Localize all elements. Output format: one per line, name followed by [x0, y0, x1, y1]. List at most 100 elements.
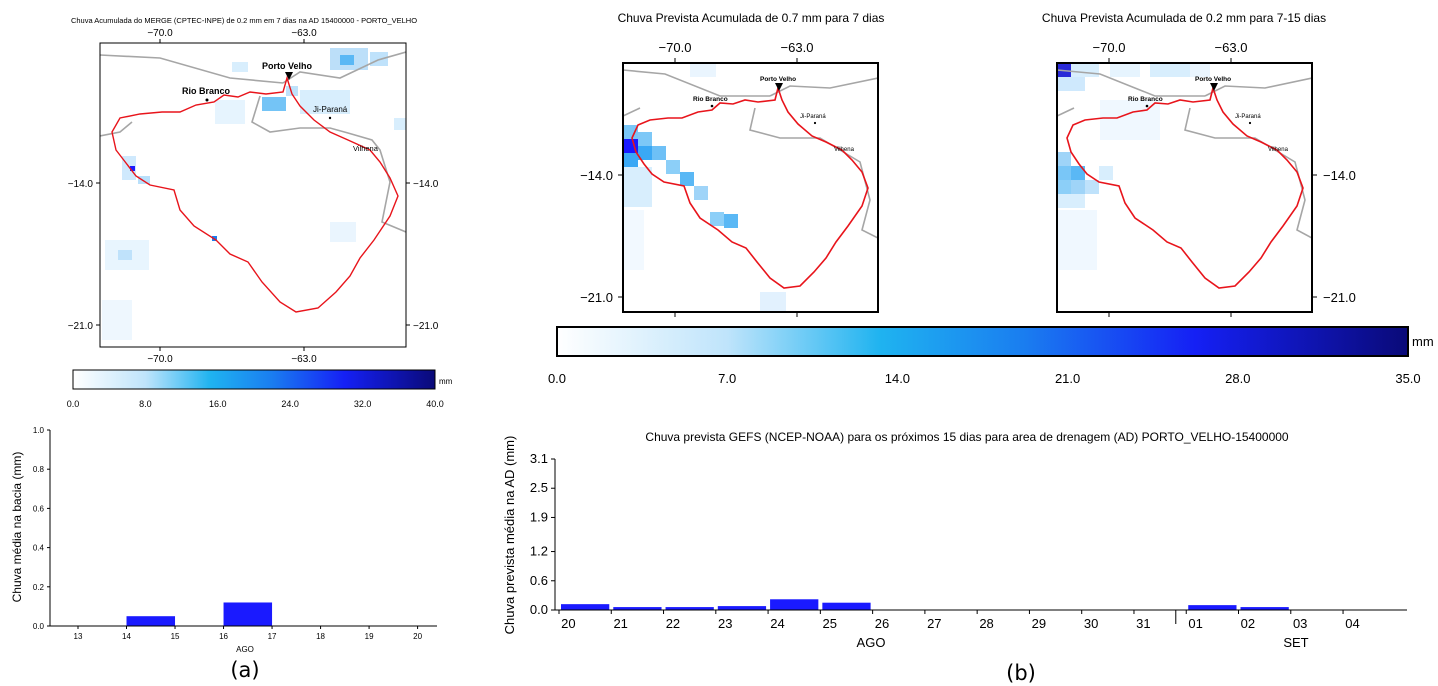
- map-a-xtick-bot-0: −70.0: [147, 354, 173, 365]
- bar-b-25: [822, 602, 871, 610]
- map-a-xtick-bot-1: −63.0: [291, 354, 317, 365]
- map-b1-xtick-0: −70.0: [659, 40, 692, 55]
- city-rio-branco: Rio Branco: [1128, 96, 1163, 103]
- bar-chart-a-ytick-0: 0.0: [33, 622, 45, 631]
- city-porto-velho: Porto Velho: [760, 76, 796, 83]
- bar-chart-b-xtick-7: 27: [927, 616, 941, 631]
- map-b2: Chuva Prevista Acumulada de 0.2 mm para …: [1042, 11, 1356, 317]
- bar-chart-b-ytick-5: 3.1: [530, 451, 548, 466]
- bar-chart-a-xtick-3: 16: [219, 632, 228, 641]
- bar-chart-b-xtick-11: 31: [1136, 616, 1150, 631]
- city-vilhena: Vilhena: [834, 147, 855, 153]
- bar-chart-a-xtick-0: 13: [74, 632, 83, 641]
- colorbar-a-ticks: 0.0 8.0 16.0 24.0 32.0 40.0: [67, 399, 444, 409]
- colorbar-b-tick-0: 0.0: [548, 371, 566, 386]
- borders-a: [100, 51, 406, 233]
- map-a-xtick-top-1: −63.0: [291, 28, 317, 39]
- map-b1-ytick-0: −14.0: [580, 168, 613, 183]
- map-a-ytick-right-0: −14.0: [413, 179, 439, 190]
- bar-chart-b-month-set: SET: [1283, 635, 1308, 650]
- map-a-ytick-left-0: −14.0: [68, 179, 94, 190]
- bar-chart-a-xtick-6: 19: [365, 632, 374, 641]
- panel-label-b: (b): [1006, 661, 1036, 685]
- colorbar-a-unit: mm: [439, 377, 453, 386]
- bar-chart-a-xtick-4: 17: [268, 632, 277, 641]
- bar-chart-a-ylabel: Chuva média na bacia (mm): [10, 452, 24, 603]
- porto-velho-marker-icon: [775, 83, 783, 91]
- basin-outline-b1: [631, 85, 869, 289]
- colorbar-b-tick-5: 35.0: [1395, 371, 1420, 386]
- bar-chart-b-month-ago: AGO: [857, 635, 886, 650]
- bar-chart-b-xtick-15: 04: [1345, 616, 1359, 631]
- bar-chart-b-title: Chuva prevista GEFS (NCEP-NOAA) para os …: [645, 430, 1289, 444]
- city-ji-parana: Ji-Paraná: [800, 114, 826, 120]
- map-a-xtick-top-0: −70.0: [147, 28, 173, 39]
- bar-chart-a-xtick-7: 20: [413, 632, 422, 641]
- map-b2-xtick-0: −70.0: [1093, 40, 1126, 55]
- bar-chart-b-xtick-3: 23: [718, 616, 732, 631]
- bar-chart-a-ytick-2: 0.4: [33, 544, 45, 553]
- colorbar-b: mm 0.0 7.0 14.0 21.0 28.0 35.0: [548, 326, 1434, 386]
- bar-chart-b-xtick-1: 21: [613, 616, 627, 631]
- bar-chart-b-xtick-4: 24: [770, 616, 784, 631]
- bar-chart-a-xlabel: AGO: [236, 645, 254, 654]
- city-vilhena: Vilhena: [1268, 147, 1289, 153]
- rain-field-b2: [1057, 63, 1210, 270]
- bar-chart-a-ytick-1: 0.2: [33, 583, 45, 592]
- basin-outline-b2: [1066, 85, 1304, 289]
- map-b2-frame: [1056, 62, 1313, 313]
- bar-b-23: [717, 606, 767, 610]
- bar-b-24: [770, 599, 819, 610]
- colorbar-b-tick-1: 7.0: [718, 371, 736, 386]
- map-a: Chuva Acumulada do MERGE (CPTEC-INPE) de…: [68, 16, 439, 365]
- bar-chart-b-ytick-4: 2.5: [530, 480, 548, 495]
- bar-chart-b-xtick-10: 30: [1084, 616, 1098, 631]
- map-b2-ytick-1: −21.0: [1323, 290, 1356, 305]
- bar-chart-b-xtick-2: 22: [666, 616, 680, 631]
- colorbar-b-tick-4: 28.0: [1225, 371, 1250, 386]
- porto-velho-marker-icon: [285, 72, 293, 80]
- colorbar-a: mm 0.0 8.0 16.0 24.0 32.0 40.0: [67, 369, 453, 409]
- basin-outline-a: [111, 75, 399, 313]
- map-b1-xtick-1: −63.0: [781, 40, 814, 55]
- colorbar-b-tick-2: 14.0: [885, 371, 910, 386]
- bar-chart-b-xtick-12: 01: [1188, 616, 1202, 631]
- city-ji-parana: Ji-Paraná: [1235, 114, 1261, 120]
- colorbar-b-unit: mm: [1412, 334, 1434, 349]
- bar-b-21: [613, 607, 662, 610]
- city-vilhena: Vilhena: [353, 144, 379, 153]
- colorbar-a-tick-2: 16.0: [209, 399, 227, 409]
- bar-chart-a-ytick-4: 0.8: [33, 465, 45, 474]
- panel-label-a: (a): [230, 658, 259, 682]
- map-b1-frame: [622, 62, 879, 313]
- bar-chart-b-xtick-0: 20: [561, 616, 575, 631]
- bar-a-1: [223, 602, 273, 626]
- bar-b-22: [665, 607, 714, 610]
- bar-chart-a-ytick-3: 0.6: [33, 504, 45, 513]
- bar-chart-b-xtick-6: 26: [875, 616, 889, 631]
- bar-chart-a-ytick-5: 1.0: [33, 426, 45, 435]
- bar-b-01: [1188, 605, 1237, 610]
- bar-chart-b-xtick-14: 03: [1293, 616, 1307, 631]
- map-a-ytick-left-1: −21.0: [68, 321, 94, 332]
- colorbar-b-tick-3: 21.0: [1055, 371, 1080, 386]
- bar-chart-b-ylabel: Chuva prevista média na AD (mm): [502, 436, 517, 635]
- bar-chart-b-xtick-8: 28: [979, 616, 993, 631]
- colorbar-a-tick-1: 8.0: [139, 399, 152, 409]
- map-b2-ytick-0: −14.0: [1323, 168, 1356, 183]
- bar-b-02: [1240, 607, 1289, 610]
- map-b1: Chuva Prevista Acumulada de 0.7 mm para …: [580, 11, 884, 317]
- colorbar-a-tick-5: 40.0: [426, 399, 444, 409]
- bar-chart-b-ytick-1: 0.6: [530, 573, 548, 588]
- map-a-area: [100, 43, 406, 347]
- map-b2-xtick-1: −63.0: [1215, 40, 1248, 55]
- bar-chart-b-xtick-5: 25: [823, 616, 837, 631]
- city-porto-velho: Porto Velho: [1195, 76, 1231, 83]
- bar-chart-b-xtick-9: 29: [1032, 616, 1046, 631]
- bar-a-0: [126, 616, 176, 626]
- colorbar-a-tick-3: 24.0: [281, 399, 299, 409]
- colorbar-a-tick-4: 32.0: [354, 399, 372, 409]
- bar-chart-a-xtick-1: 14: [122, 632, 131, 641]
- bar-chart-b: Chuva prevista GEFS (NCEP-NOAA) para os …: [502, 430, 1407, 650]
